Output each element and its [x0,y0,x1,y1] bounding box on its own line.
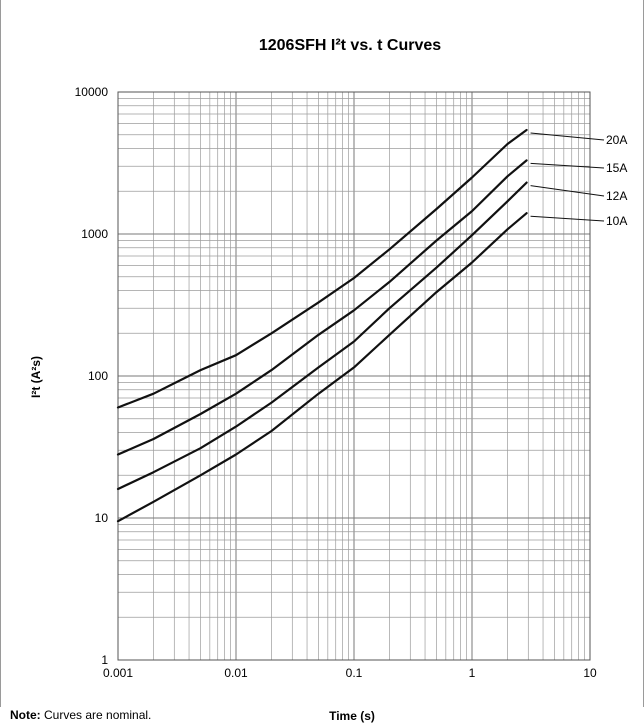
x-tick-label: 0.01 [224,666,248,680]
series-line-15A [116,159,528,456]
frame-left-border [0,0,1,707]
chart-title: 1206SFH I²t vs. t Curves [259,37,441,54]
x-tick-label: 0.001 [103,666,133,680]
series-label-12A: 12A [606,189,627,203]
x-tick-label: 1 [469,666,476,680]
y-tick-label: 100 [88,369,108,383]
series-line-12A [116,181,528,491]
plot-grid [117,92,590,661]
plot-axes: 0.001 0.01 0.1 1 10 1 10 100 1000 10000 [75,85,597,680]
y-tick-label: 10000 [75,85,109,99]
series-leader-10A [530,215,605,222]
series-label-10A: 10A [606,214,627,228]
y-tick-label: 10 [95,511,109,525]
footnote: Note: Curves are nominal. [10,708,151,722]
y-axis-label: I²t (A²s) [29,356,43,398]
x-tick-label: 0.1 [346,666,363,680]
series-line-20A [116,128,528,409]
series-line-10A [116,212,528,523]
footnote-text: Curves are nominal. [44,708,152,722]
series-leader-12A [530,185,605,197]
series-leader-20A [530,132,605,141]
x-axis-label: Time (s) [329,709,375,723]
series-label-15A: 15A [606,161,627,175]
y-tick-label: 1 [101,653,108,667]
y-tick-label: 1000 [81,227,108,241]
plot-border [117,91,591,661]
plot-series [116,128,528,523]
plot-labels: 20A 15A 12A 10A [530,132,627,228]
footnote-label: Note: [10,708,41,722]
series-leader-15A [530,162,605,169]
series-label-20A: 20A [606,133,627,147]
x-tick-label: 10 [583,666,597,680]
